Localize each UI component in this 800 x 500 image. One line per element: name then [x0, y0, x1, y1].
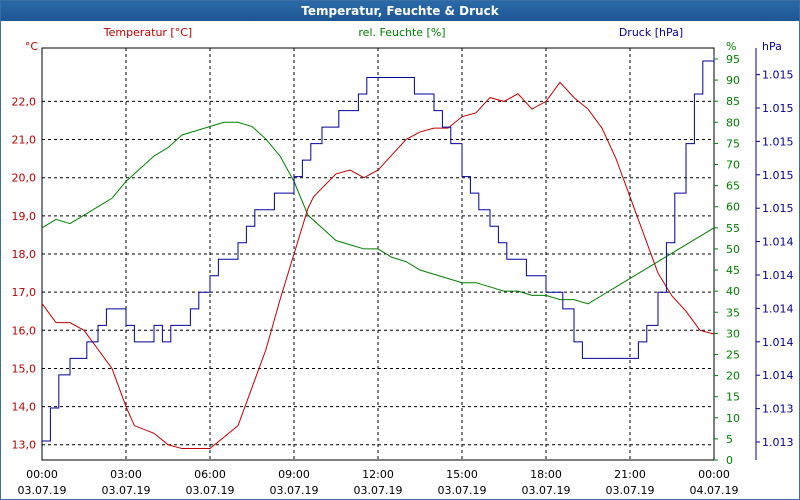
humidity-tick-label: 25 [726, 348, 740, 361]
x-tick-time: 00:00 [26, 468, 58, 481]
axes: 00:00 03.07.19 03:00 03.07.19 06:00 03.07.19 0… [12, 26, 794, 497]
x-tick-time: 18:00 [530, 468, 562, 481]
legend-pressure: Druck [hPa] [619, 26, 683, 39]
humidity-tick-label: 50 [726, 243, 740, 256]
left-tick-label: 21,0 [12, 134, 37, 147]
x-tick-date: 04.07.19 [690, 484, 739, 497]
x-tick-date: 03.07.19 [186, 484, 235, 497]
left-tick-label: 14,0 [12, 401, 37, 414]
humidity-tick-label: 80 [726, 116, 740, 129]
humidity-tick-label: 45 [726, 264, 740, 277]
pressure-tick-label: 1.014 [762, 269, 794, 282]
x-tick-date: 03.07.19 [354, 484, 403, 497]
left-tick-label: 20,0 [12, 172, 37, 185]
left-tick-label: 15,0 [12, 362, 37, 375]
humidity-tick-label: 5 [726, 433, 733, 446]
humidity-tick-label: 70 [726, 159, 740, 172]
x-tick-date: 03.07.19 [102, 484, 151, 497]
humidity-tick-label: 85 [726, 95, 740, 108]
x-tick-time: 06:00 [194, 468, 226, 481]
humidity-tick-label: 65 [726, 180, 740, 193]
humidity-tick-label: 15 [726, 391, 740, 404]
pressure-tick-label: 1.013 [762, 403, 794, 416]
x-tick-date: 03.07.19 [18, 484, 67, 497]
grid [41, 47, 715, 461]
humidity-tick-label: 35 [726, 306, 740, 319]
humidity-tick-label: 55 [726, 222, 740, 235]
x-tick-time: 21:00 [614, 468, 646, 481]
left-tick-label: 19,0 [12, 210, 37, 223]
left-tick-label: 18,0 [12, 248, 37, 261]
pressure-tick-label: 1.015 [762, 169, 794, 182]
pressure-axis-unit: hPa [762, 40, 782, 53]
humidity-tick-label: 0 [726, 454, 733, 467]
x-tick-time: 09:00 [278, 468, 310, 481]
pressure-tick-label: 1.014 [762, 302, 794, 315]
humidity-tick-label: 40 [726, 285, 740, 298]
humidity-axis-unit: % [726, 40, 736, 53]
x-tick-time: 03:00 [110, 468, 142, 481]
left-tick-label: 16,0 [12, 324, 37, 337]
x-tick-time: 12:00 [362, 468, 394, 481]
pressure-series-line [42, 54, 715, 442]
humidity-tick-label: 60 [726, 201, 740, 214]
series-layer [41, 54, 715, 450]
pressure-tick-label: 1.014 [762, 369, 794, 382]
pressure-tick-label: 1.014 [762, 336, 794, 349]
temperature-series-line [41, 81, 715, 450]
humidity-tick-label: 75 [726, 137, 740, 150]
x-tick-date: 03.07.19 [270, 484, 319, 497]
humidity-series-line [41, 121, 715, 305]
pressure-tick-label: 1.013 [762, 436, 794, 449]
window-title: Temperatur, Feuchte & Druck [1, 1, 799, 21]
x-tick-time: 00:00 [698, 468, 730, 481]
pressure-tick-label: 1.014 [762, 236, 794, 249]
legend-humidity: rel. Feuchte [%] [358, 26, 445, 39]
humidity-tick-label: 30 [726, 327, 740, 340]
pressure-tick-label: 1.015 [762, 202, 794, 215]
pressure-tick-label: 1.015 [762, 135, 794, 148]
left-tick-label: 13,0 [12, 439, 37, 452]
pressure-tick-label: 1.015 [762, 102, 794, 115]
left-axis-unit: °C [25, 40, 39, 53]
humidity-tick-label: 20 [726, 370, 740, 383]
pressure-tick-label: 1.015 [762, 69, 794, 82]
humidity-tick-label: 90 [726, 74, 740, 87]
humidity-tick-label: 10 [726, 412, 740, 425]
left-tick-label: 22,0 [12, 95, 37, 108]
legend-temperature: Temperatur [°C] [103, 26, 192, 39]
x-tick-date: 03.07.19 [438, 484, 487, 497]
left-tick-label: 17,0 [12, 286, 37, 299]
humidity-tick-label: 95 [726, 53, 740, 66]
x-tick-date: 03.07.19 [522, 484, 571, 497]
x-tick-time: 15:00 [446, 468, 478, 481]
x-tick-date: 03.07.19 [606, 484, 655, 497]
